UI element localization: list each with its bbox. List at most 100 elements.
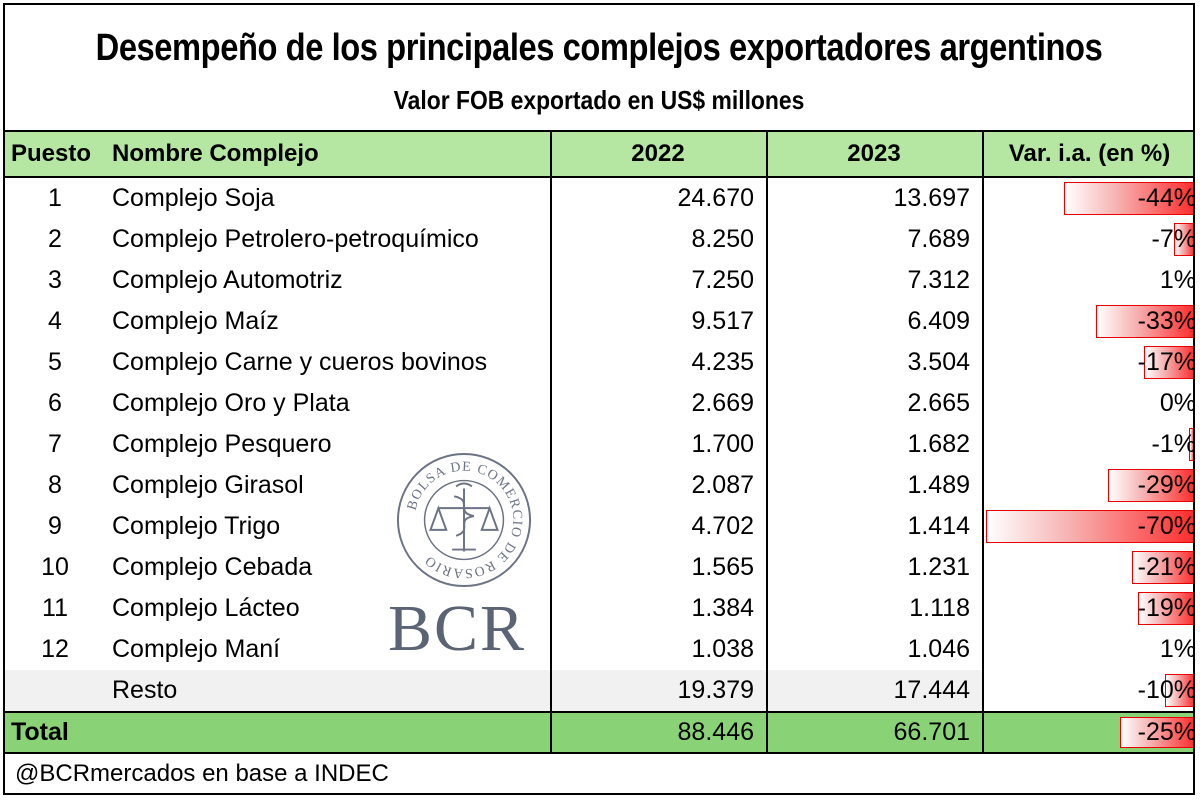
rank-cell: 11 xyxy=(42,594,68,622)
var-zero-axis xyxy=(1194,713,1195,752)
table-frame: Desempeño de los principales complejos e… xyxy=(3,3,1195,795)
col-divider xyxy=(766,132,768,754)
name-cell: Complejo Soja xyxy=(112,184,275,212)
var-label: -25% xyxy=(1137,718,1195,746)
var-bar xyxy=(1174,223,1193,256)
var-zero-axis xyxy=(1194,342,1195,383)
var-cell: -70% xyxy=(982,506,1195,547)
var-bar xyxy=(1144,346,1193,379)
table-row: 12 Complejo Maní 1.038 1.046 1% xyxy=(5,629,1193,670)
total-var-cell: -25% xyxy=(982,713,1195,752)
rank-cell: 10 xyxy=(41,553,69,581)
var-label: -19% xyxy=(1137,594,1195,622)
var-cell: -21% xyxy=(982,547,1195,588)
rank-cell: 8 xyxy=(48,471,62,499)
value-2022-cell: 2.087 xyxy=(691,471,754,499)
value-2023-cell: 2.665 xyxy=(907,389,970,417)
rank-cell: 6 xyxy=(48,389,62,417)
rank-cell xyxy=(5,670,105,711)
table-row: 4 Complejo Maíz 9.517 6.409 -33% xyxy=(5,301,1193,342)
var-label: -44% xyxy=(1137,184,1195,212)
var-bar xyxy=(1096,305,1193,338)
name-cell: Complejo Trigo xyxy=(112,512,281,540)
var-zero-axis xyxy=(1194,670,1195,711)
value-2022-cell: 24.670 xyxy=(677,184,754,212)
table-row: 5 Complejo Carne y cueros bovinos 4.235 3.5… xyxy=(5,342,1193,383)
name-cell: Complejo Automotriz xyxy=(112,266,343,294)
name-cell: Complejo Cebada xyxy=(112,553,313,581)
value-2022-cell: 8.250 xyxy=(691,225,754,253)
value-2023-cell: 1.414 xyxy=(907,512,970,540)
var-label: -21% xyxy=(1137,553,1195,581)
rank-cell: 7 xyxy=(48,430,62,458)
value-2023-cell: 1.231 xyxy=(907,553,970,581)
header-puesto: Puesto xyxy=(11,140,92,167)
var-bar xyxy=(1064,182,1193,215)
var-zero-axis xyxy=(1194,588,1195,629)
rank-cell: 3 xyxy=(48,266,62,294)
bcr-wordmark: BCR xyxy=(388,592,527,665)
var-cell: -7% xyxy=(982,219,1195,260)
table-header: Puesto Nombre Complejo 2022 2023 Var. i.… xyxy=(5,132,1193,178)
value-2023-cell: 13.697 xyxy=(893,184,970,212)
var-zero-axis xyxy=(1194,383,1195,424)
var-label: -29% xyxy=(1137,471,1195,499)
table-row-rest: Resto 19.379 17.444 -10% xyxy=(5,670,1193,711)
name-cell: Complejo Pesquero xyxy=(112,430,332,458)
rank-cell: 1 xyxy=(48,184,62,212)
var-zero-axis xyxy=(1194,506,1195,547)
value-2022-cell: 2.669 xyxy=(691,389,754,417)
value-2022-cell: 4.235 xyxy=(691,348,754,376)
table-row: 1 Complejo Soja 24.670 13.697 -44% xyxy=(5,178,1193,219)
col-divider xyxy=(982,132,984,754)
value-2022-cell: 1.038 xyxy=(691,635,754,663)
var-zero-axis xyxy=(1194,178,1195,219)
name-cell: Complejo Maíz xyxy=(112,307,279,335)
name-cell: Complejo Girasol xyxy=(112,471,304,499)
var-zero-axis xyxy=(1194,547,1195,588)
var-cell: -1% xyxy=(982,424,1195,465)
var-zero-axis xyxy=(1194,424,1195,465)
header-2022: 2022 xyxy=(631,140,685,167)
value-2023-cell: 3.504 xyxy=(907,348,970,376)
value-2022-cell: 19.379 xyxy=(550,670,766,711)
var-bar xyxy=(1108,469,1193,502)
value-2023-cell: 7.312 xyxy=(907,266,970,294)
var-bar xyxy=(986,510,1193,543)
table-row: 10 Complejo Cebada 1.565 1.231 -21% xyxy=(5,547,1193,588)
name-cell: Complejo Carne y cueros bovinos xyxy=(112,348,488,376)
source-note: @BCRmercados en base a INDEC xyxy=(15,760,389,787)
value-2022-cell: 7.250 xyxy=(691,266,754,294)
value-2023-cell: 1.118 xyxy=(909,594,970,622)
var-label: 0% xyxy=(1159,389,1195,417)
header-nombre: Nombre Complejo xyxy=(112,140,319,167)
var-zero-axis xyxy=(1194,301,1195,342)
name-cell: Complejo Maní xyxy=(112,635,281,663)
table-row: 2 Complejo Petrolero-petroquímico 8.250 7.6… xyxy=(5,219,1193,260)
value-2023-cell: 17.444 xyxy=(766,670,982,711)
var-cell: -29% xyxy=(982,465,1195,506)
var-bar xyxy=(1189,428,1193,461)
table-row: 11 Complejo Lácteo 1.384 1.118 -19% xyxy=(5,588,1193,629)
value-2022-cell: 4.702 xyxy=(691,512,754,540)
name-cell: Complejo Oro y Plata xyxy=(112,389,350,417)
rank-cell: 4 xyxy=(48,307,62,335)
var-zero-axis xyxy=(1194,219,1195,260)
rank-cell: 5 xyxy=(48,348,62,376)
name-cell: Complejo Lácteo xyxy=(112,594,300,622)
value-2022-cell: 1.384 xyxy=(691,594,754,622)
title-block: Desempeño de los principales complejos e… xyxy=(5,5,1193,132)
value-2023-cell: 1.489 xyxy=(907,471,970,499)
value-2022-cell: 1.700 xyxy=(691,430,754,458)
var-label: -70% xyxy=(1137,512,1195,540)
col-divider xyxy=(550,132,552,754)
page-title: Desempeño de los principales complejos e… xyxy=(95,27,1103,69)
total-label: Total xyxy=(11,718,69,746)
table-row: 8 Complejo Girasol 2.087 1.489 -29% xyxy=(5,465,1193,506)
value-2023-cell: 1.682 xyxy=(907,430,970,458)
value-2022-cell: 9.517 xyxy=(691,307,754,335)
value-2022-cell: 1.565 xyxy=(691,553,754,581)
var-label: -33% xyxy=(1137,307,1195,335)
table-row-total: Total 88.446 66.701 -25% xyxy=(5,711,1193,754)
var-bar xyxy=(1138,592,1193,625)
